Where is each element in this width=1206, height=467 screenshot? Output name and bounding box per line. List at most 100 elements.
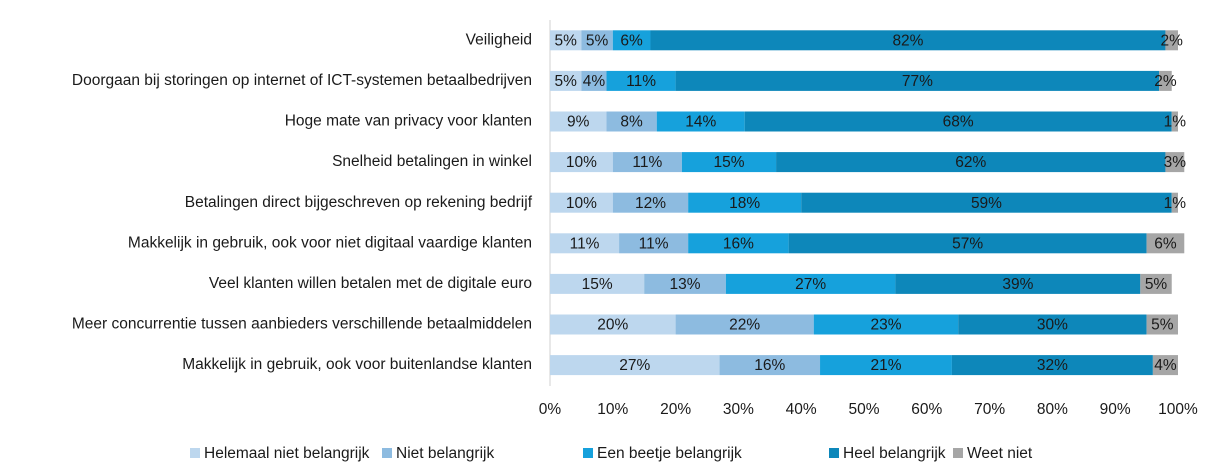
value-label: 10% xyxy=(566,154,597,171)
bar-segment xyxy=(788,233,1147,254)
value-label: 20% xyxy=(597,317,628,334)
value-label: 21% xyxy=(870,357,901,374)
value-label: 82% xyxy=(892,32,923,49)
legend-label: Niet belangrijk xyxy=(396,445,494,462)
legend-swatch xyxy=(583,448,593,458)
value-label: 5% xyxy=(554,73,577,90)
bar-segment xyxy=(958,314,1147,335)
value-label: 12% xyxy=(635,195,666,212)
legend-swatch xyxy=(953,448,963,458)
value-label: 22% xyxy=(729,317,760,334)
legend-swatch xyxy=(190,448,200,458)
bar-segment xyxy=(725,273,896,294)
value-label: 32% xyxy=(1037,357,1068,374)
x-tick-label: 0% xyxy=(539,401,562,418)
bar-segment xyxy=(550,70,582,91)
value-label: 16% xyxy=(723,235,754,252)
bar-segment xyxy=(895,273,1141,294)
category-label: Makkelijk in gebruik, ook voor buitenlan… xyxy=(182,356,532,373)
value-label: 57% xyxy=(952,235,983,252)
bar-segment xyxy=(744,111,1172,132)
bar-segment xyxy=(650,30,1166,51)
bar-segment xyxy=(675,70,1160,91)
x-tick-label: 70% xyxy=(974,401,1005,418)
value-label: 5% xyxy=(554,32,577,49)
bar-segment xyxy=(675,314,814,335)
bar-segment xyxy=(550,152,613,173)
bar-segment xyxy=(644,273,726,294)
category-label: Meer concurrentie tussen aanbieders vers… xyxy=(72,316,532,333)
legend-label: Een beetje belangrijk xyxy=(597,445,742,462)
category-label: Veiligheid xyxy=(466,31,532,48)
bar-segment xyxy=(1146,314,1178,335)
value-label: 3% xyxy=(1164,154,1187,171)
category-label: Makkelijk in gebruik, ook voor niet digi… xyxy=(128,234,532,251)
x-tick-label: 90% xyxy=(1100,401,1131,418)
category-label: Snelheid betalingen in winkel xyxy=(332,153,532,170)
value-label: 9% xyxy=(567,114,590,131)
bar-segment xyxy=(820,355,952,376)
value-label: 5% xyxy=(1151,317,1174,334)
x-tick-label: 10% xyxy=(597,401,628,418)
value-label: 11% xyxy=(570,235,600,252)
value-label: 1% xyxy=(1164,195,1187,212)
value-label: 23% xyxy=(870,317,901,334)
bar-segment xyxy=(1152,355,1178,376)
bar-segment xyxy=(1171,111,1178,132)
value-label: 18% xyxy=(729,195,760,212)
bar-segment xyxy=(550,355,720,376)
bar-segment xyxy=(550,111,607,132)
bar-segment xyxy=(688,192,802,213)
bar-segment xyxy=(719,355,821,376)
bar-segment xyxy=(550,192,613,213)
bar-segment xyxy=(1159,70,1172,91)
value-label: 14% xyxy=(685,114,716,131)
x-tick-label: 60% xyxy=(911,401,942,418)
legend-swatch xyxy=(829,448,839,458)
value-label: 2% xyxy=(1161,32,1184,49)
bar-segment xyxy=(612,152,682,173)
value-label: 11% xyxy=(632,154,662,171)
bar-segment xyxy=(813,314,959,335)
bar-segment xyxy=(550,233,620,254)
bar-segment xyxy=(581,70,607,91)
value-label: 15% xyxy=(713,154,744,171)
value-label: 68% xyxy=(943,114,974,131)
bar-segment xyxy=(619,233,689,254)
value-label: 8% xyxy=(620,114,643,131)
x-tick-label: 30% xyxy=(723,401,754,418)
bar-segment xyxy=(606,111,657,132)
legend-label: Helemaal niet belangrijk xyxy=(204,445,370,462)
bar-segment xyxy=(951,355,1153,376)
category-label: Betalingen direct bijgeschreven op reken… xyxy=(185,194,533,211)
bar-segment xyxy=(581,30,613,51)
bar-segment xyxy=(550,273,645,294)
value-label: 10% xyxy=(566,195,597,212)
value-label: 11% xyxy=(626,73,656,90)
category-label: Veel klanten willen betalen met de digit… xyxy=(209,275,532,292)
bar-segment xyxy=(1140,273,1172,294)
value-label: 59% xyxy=(971,195,1002,212)
value-label: 4% xyxy=(1154,357,1177,374)
bar-segment xyxy=(550,314,676,335)
bar-segment xyxy=(1165,30,1178,51)
value-label: 39% xyxy=(1002,276,1033,293)
value-label: 13% xyxy=(670,276,701,293)
value-label: 16% xyxy=(754,357,785,374)
bar-segment xyxy=(606,70,676,91)
value-label: 15% xyxy=(582,276,613,293)
value-label: 5% xyxy=(1145,276,1168,293)
bar-segment xyxy=(1171,192,1178,213)
bar-segment xyxy=(1165,152,1185,173)
bar-segment xyxy=(612,192,689,213)
bar-segment xyxy=(776,152,1166,173)
bar-segment xyxy=(688,233,789,254)
legend-swatch xyxy=(382,448,392,458)
bar-segment xyxy=(1146,233,1185,254)
category-label: Doorgaan bij storingen op internet of IC… xyxy=(72,72,532,89)
x-tick-label: 40% xyxy=(786,401,817,418)
x-tick-label: 20% xyxy=(660,401,691,418)
legend-label: Weet niet xyxy=(967,445,1033,462)
value-label: 77% xyxy=(902,73,933,90)
